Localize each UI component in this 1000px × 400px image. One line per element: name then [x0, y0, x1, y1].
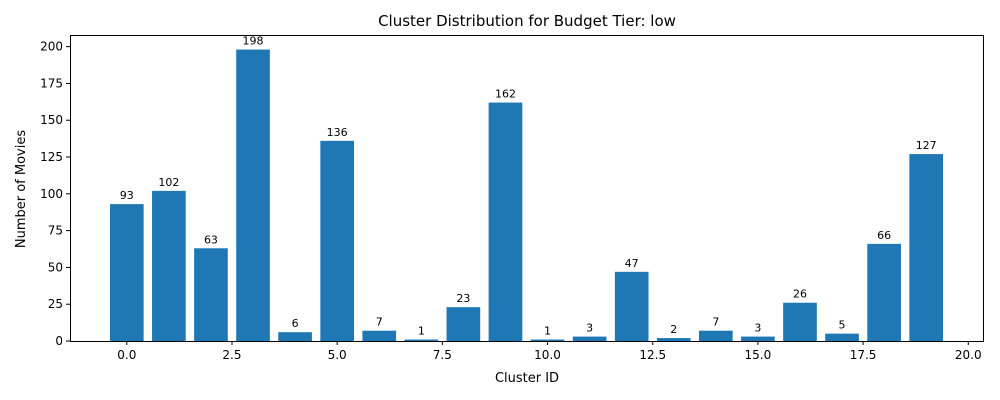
x-tick-label: 17.5	[850, 348, 877, 362]
y-tick-label: 0	[55, 334, 63, 348]
bar-cluster-9	[488, 102, 523, 341]
bar-cluster-19	[909, 154, 944, 341]
bar-cluster-6	[362, 330, 397, 341]
x-tick-label: 15.0	[745, 348, 772, 362]
y-tick-label: 150	[40, 113, 63, 127]
y-tick-label: 75	[48, 224, 63, 238]
data-label-cluster-17: 5	[839, 319, 846, 332]
bar-cluster-17	[825, 333, 859, 341]
x-tick-label: 7.5	[433, 348, 452, 362]
data-label-cluster-2: 63	[204, 233, 218, 246]
bar-cluster-12	[614, 271, 649, 341]
data-label-cluster-10: 1	[544, 325, 551, 338]
bar-cluster-1	[152, 190, 186, 341]
y-tick-label: 50	[48, 260, 63, 274]
data-label-cluster-7: 1	[418, 325, 425, 338]
x-axis-ticks: 0.0 2.5 5.0 7.5 10.0 12.5 15.0 17.5 20.0	[117, 341, 982, 362]
data-label-cluster-0: 93	[120, 189, 134, 202]
bar-cluster-15	[741, 336, 775, 341]
x-tick-label: 5.0	[328, 348, 347, 362]
bar-cluster-5	[320, 140, 354, 341]
bar-cluster-13	[656, 338, 691, 341]
plot-frame	[70, 35, 984, 342]
bar-cluster-8	[446, 307, 481, 341]
bar-cluster-14	[699, 330, 733, 341]
x-axis-label: Cluster ID	[495, 371, 559, 386]
data-label-cluster-3: 198	[243, 35, 264, 48]
data-label-cluster-12: 47	[625, 257, 639, 270]
y-axis-label: Number of Movies	[14, 130, 29, 248]
data-label-cluster-1: 102	[158, 176, 179, 189]
x-tick-label: 2.5	[222, 348, 241, 362]
x-tick-label: 20.0	[955, 348, 982, 362]
y-tick-label: 100	[40, 187, 63, 201]
bar-cluster-4	[278, 332, 312, 341]
data-label-cluster-8: 23	[456, 292, 470, 305]
bar-cluster-3	[236, 49, 270, 341]
data-label-cluster-5: 136	[327, 126, 348, 139]
x-tick-label: 12.5	[639, 348, 666, 362]
data-label-cluster-19: 127	[916, 139, 937, 152]
data-label-cluster-9: 162	[495, 88, 516, 101]
data-label-cluster-11: 3	[586, 322, 593, 335]
y-tick-label: 25	[48, 297, 63, 311]
chart-title: Cluster Distribution for Budget Tier: lo…	[378, 12, 676, 30]
data-label-cluster-4: 6	[292, 317, 299, 330]
bar-cluster-7	[404, 339, 439, 341]
y-tick-label: 175	[40, 76, 63, 90]
data-label-cluster-14: 7	[712, 316, 719, 329]
y-tick-label: 200	[40, 40, 63, 54]
x-tick-label: 0.0	[117, 348, 136, 362]
bar-cluster-2	[194, 248, 228, 341]
bar-cluster-11	[572, 336, 607, 341]
y-axis-ticks: 0 25 50 75 100 125 150 175 200	[40, 40, 70, 348]
data-label-cluster-16: 26	[793, 288, 807, 301]
y-tick-label: 125	[40, 150, 63, 164]
data-label-cluster-15: 3	[754, 322, 761, 335]
bar-cluster-18	[867, 243, 901, 341]
bar-cluster-10	[530, 339, 565, 341]
data-label-cluster-13: 2	[670, 323, 677, 336]
bar-cluster-0	[109, 204, 144, 341]
bars	[109, 49, 944, 341]
data-label-cluster-18: 66	[877, 229, 891, 242]
data-label-cluster-6: 7	[376, 316, 383, 329]
x-tick-label: 10.0	[534, 348, 561, 362]
data-labels: 93 102 63 198 6 136 7 1 23 162 1 3 47 2 7 3 26 5 66 127	[120, 35, 937, 338]
bar-cluster-16	[783, 302, 817, 341]
